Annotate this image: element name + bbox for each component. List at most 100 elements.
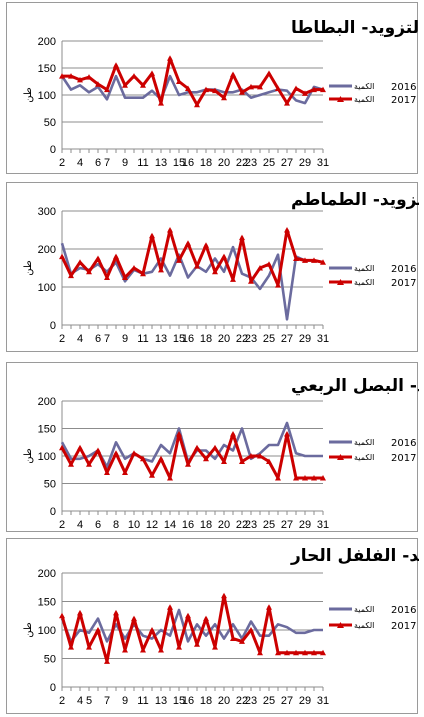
series-point-2017 <box>311 475 317 481</box>
series-point-2017 <box>176 431 182 437</box>
legend-year: 2017 <box>391 278 416 289</box>
series-point-2017 <box>158 646 164 653</box>
y-axis-label: طن <box>23 622 34 638</box>
y-tick-label: 0 <box>50 144 56 156</box>
series-point-2017 <box>131 73 137 79</box>
series-point-2017 <box>194 263 200 269</box>
series-point-2017 <box>275 649 281 656</box>
x-tick-label: 10 <box>128 519 140 531</box>
legend-word: الكمية <box>354 605 374 614</box>
series-point-2017 <box>203 615 209 622</box>
series-point-2017 <box>59 612 65 619</box>
x-tick-label: 9 <box>122 333 128 345</box>
series-point-2017 <box>77 76 83 83</box>
series-point-2017 <box>185 85 191 92</box>
x-tick-label: 6 <box>95 519 101 531</box>
series-point-2017 <box>284 649 290 656</box>
series-point-2017 <box>311 649 317 656</box>
series-point-2017 <box>239 638 245 644</box>
series-point-2017 <box>95 255 101 261</box>
series-point-2017 <box>140 270 146 277</box>
series-point-2017 <box>239 458 245 464</box>
series-point-2017 <box>86 461 92 467</box>
y-tick-label: 50 <box>44 117 56 129</box>
chart-title: تطور التزويد- البصل الربعي <box>291 376 419 396</box>
x-tick-label: 15 <box>173 333 185 345</box>
legend-word: الكمية <box>354 82 374 91</box>
x-tick-label: 4 <box>77 695 83 707</box>
x-tick-label: 11 <box>137 157 148 169</box>
x-tick-label: 29 <box>299 157 311 169</box>
chart-panel-onion: تطور التزويد- البصل الربعي 0 50 100 150 200 24… <box>6 362 419 532</box>
x-tick-label: 2 <box>59 333 65 345</box>
x-tick-label: 11 <box>137 333 148 345</box>
series-point-2017 <box>320 649 326 656</box>
x-tick-label: 9 <box>122 695 128 707</box>
series-point-2017 <box>221 94 227 101</box>
series-point-2017 <box>302 475 308 481</box>
series-point-2017 <box>59 444 65 451</box>
x-tick-label: 2 <box>59 157 65 169</box>
series-point-2017 <box>140 646 146 653</box>
x-tick-label: 22 <box>236 695 248 707</box>
series-point-2017 <box>167 55 173 61</box>
series-point-2017 <box>113 62 119 68</box>
x-tick-label: 20 <box>218 519 230 531</box>
x-tick-label: 25 <box>263 157 275 169</box>
x-tick-label: 4 <box>77 519 83 531</box>
series-point-2017 <box>266 604 272 610</box>
series-point-2017 <box>158 266 164 273</box>
y-axis-label: طن <box>23 260 34 276</box>
legend-word: الكمية <box>354 453 374 462</box>
series-point-2017 <box>104 658 110 664</box>
y-tick-label: 150 <box>38 597 56 609</box>
x-tick-label: 18 <box>200 157 212 169</box>
legend-year: 2016 <box>391 605 416 616</box>
series-point-2017 <box>149 472 155 478</box>
series-point-2017 <box>176 78 182 84</box>
series-point-2017 <box>230 276 236 282</box>
series-point-2017 <box>176 257 182 263</box>
x-tick-label: 7 <box>104 157 110 169</box>
series-point-2017 <box>203 242 209 248</box>
series-point-2017 <box>320 259 326 265</box>
x-tick-label: 2 <box>59 519 65 531</box>
series-point-2017 <box>221 253 227 260</box>
legend-marker <box>337 96 344 102</box>
x-tick-label: 4 <box>77 157 83 169</box>
series-point-2017 <box>68 272 74 279</box>
y-tick-label: 100 <box>38 90 56 102</box>
series-point-2017 <box>320 86 326 93</box>
x-tick-label: 18 <box>200 519 212 531</box>
series-point-2017 <box>203 86 209 93</box>
x-tick-label: 27 <box>281 519 293 531</box>
series-point-2017 <box>275 282 281 288</box>
series-point-2017 <box>149 70 155 76</box>
series-point-2017 <box>131 450 137 456</box>
y-axis-label: طن <box>23 87 34 103</box>
series-point-2017 <box>230 635 236 642</box>
series-point-2017 <box>131 615 137 622</box>
series-point-2017 <box>95 627 101 633</box>
x-tick-label: 7 <box>104 333 110 345</box>
series-point-2017 <box>167 604 173 610</box>
x-tick-label: 22 <box>236 519 248 531</box>
y-tick-label: 300 <box>38 206 56 218</box>
x-tick-label: 20 <box>218 333 230 345</box>
x-tick-label: 29 <box>299 695 311 707</box>
x-tick-label: 7 <box>104 695 110 707</box>
series-point-2017 <box>59 73 65 79</box>
y-axis-label: طن <box>23 448 34 464</box>
series-point-2017 <box>311 257 317 263</box>
series-point-2017 <box>59 253 65 260</box>
y-tick-label: 200 <box>38 36 56 48</box>
series-point-2017 <box>266 261 272 267</box>
y-tick-label: 200 <box>38 244 56 256</box>
y-tick-label: 0 <box>50 506 56 518</box>
x-tick-label: 22 <box>236 157 248 169</box>
series-point-2017 <box>158 455 164 462</box>
chart-title: تطورالتزويد- الفلفل الحار <box>290 546 419 566</box>
x-tick-label: 15 <box>173 157 185 169</box>
